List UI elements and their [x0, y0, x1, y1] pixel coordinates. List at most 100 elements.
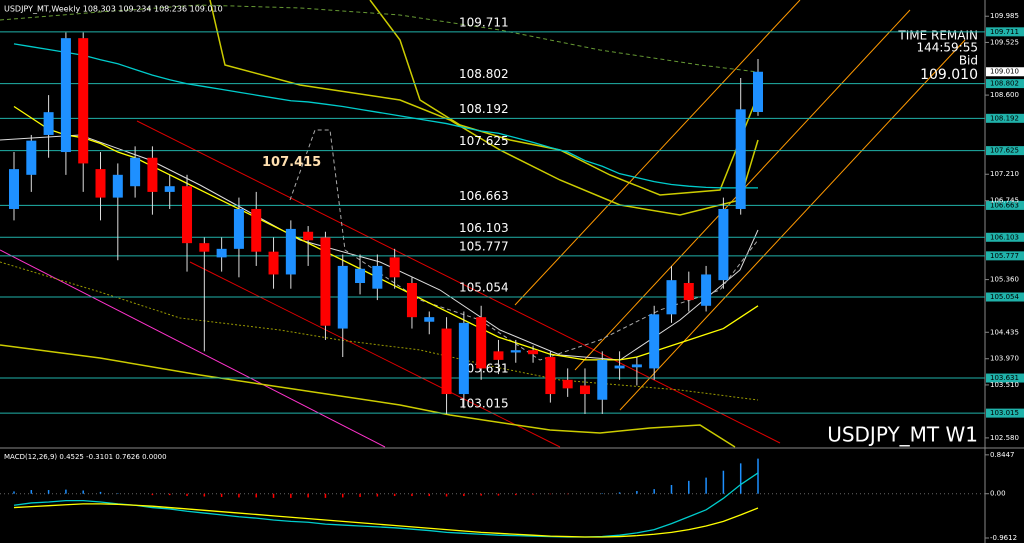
level-tag-label: 106.103 [990, 233, 1019, 241]
candle-body [649, 314, 660, 369]
candle-body [43, 112, 54, 135]
candle-body [216, 248, 227, 258]
level-tag [986, 292, 1024, 302]
level-label: 109.711 [459, 15, 509, 29]
candle-body [597, 359, 608, 400]
candle-body [95, 169, 106, 198]
band-line [0, 344, 736, 448]
level-label: 105.777 [459, 239, 509, 253]
y-tick-label: 0.8447 [990, 451, 1015, 459]
level-tag-label: 105.777 [990, 252, 1019, 260]
level-tag-label: 107.625 [990, 147, 1019, 155]
candle-body [182, 186, 193, 244]
level-tag [986, 408, 1024, 418]
channel-line [136, 120, 781, 444]
candle-body [268, 251, 279, 275]
level-tag [986, 232, 1024, 242]
candle-body [683, 283, 694, 301]
level-label: 105.054 [459, 281, 509, 295]
y-tick-label: 102.580 [990, 434, 1019, 442]
level-tag [986, 251, 1024, 261]
candle-body [372, 265, 383, 289]
y-tick-label: 103.970 [990, 355, 1019, 363]
candle-body [424, 317, 435, 322]
level-tag-label: 103.631 [990, 374, 1019, 382]
level-tag [986, 79, 1024, 89]
bid-value: 109.010 [920, 67, 978, 83]
level-tag-label: 105.054 [990, 293, 1019, 301]
candle-body [562, 379, 573, 389]
candle-body [406, 283, 417, 318]
channel-line [619, 39, 966, 411]
y-tick-label: 109.525 [990, 38, 1019, 46]
level-tag [986, 200, 1024, 210]
candle-body [251, 208, 262, 252]
bid-tag-label: 109.010 [990, 68, 1019, 76]
y-tick-label: 104.435 [990, 328, 1019, 336]
level-tag-label: 109.711 [990, 28, 1019, 36]
macd-title: MACD(12,26,9) 0.4525 -0.3101 0.7626 0.00… [4, 453, 167, 461]
candle-body [718, 208, 729, 281]
band-line [209, 0, 759, 216]
dashed-line [0, 4, 759, 73]
symbol-label: USDJPY_MT W1 [827, 423, 978, 447]
level-tag-label: 103.015 [990, 409, 1019, 417]
indicator-line [13, 503, 759, 538]
channel-line [189, 261, 561, 448]
level-tag [986, 146, 1024, 156]
candle-body [735, 109, 746, 209]
candle-body [666, 280, 677, 315]
candle-body [579, 385, 590, 395]
band-line [369, 0, 759, 196]
level-label: 107.625 [459, 134, 509, 148]
candle-body [320, 237, 331, 326]
candle-body [147, 157, 158, 192]
candle-body [631, 364, 642, 368]
candle-body [233, 208, 244, 249]
candle-body [510, 350, 521, 353]
candle-body [9, 169, 19, 209]
candle-body [476, 317, 487, 369]
candle-body [545, 357, 556, 395]
trend-line [0, 249, 386, 448]
candle-body [199, 243, 210, 252]
level-label: 106.663 [459, 189, 509, 203]
candle-body [130, 157, 141, 187]
header: USDJPY_MT,Weekly 108.303 109.234 108.236… [4, 5, 223, 14]
time-remain: 144:59:55 [916, 41, 978, 55]
candle-body [458, 322, 469, 395]
peak-label: 107.415 [262, 155, 321, 170]
y-tick-label: 103.510 [990, 381, 1019, 389]
indicator-line [13, 43, 758, 189]
candle-body [337, 265, 348, 329]
candle-body [285, 228, 296, 275]
y-tick-label: 106.745 [990, 197, 1019, 205]
candle-body [753, 71, 763, 113]
bid-tag [986, 67, 1024, 77]
candle-body [26, 140, 37, 175]
channel-line [514, 0, 801, 306]
bid-label: Bid [959, 54, 978, 68]
candle-body [389, 257, 400, 278]
level-label: 108.192 [459, 102, 509, 116]
y-tick-label: 109.985 [990, 12, 1019, 20]
candle-body [303, 231, 314, 241]
y-tick-label: 105.360 [990, 276, 1019, 284]
candle-body [701, 274, 712, 306]
candle-body [614, 365, 625, 369]
band-line [0, 261, 759, 401]
level-tag-label: 106.663 [990, 201, 1019, 209]
candle-body [78, 38, 89, 164]
candle-body [355, 268, 366, 284]
level-label: 108.802 [459, 67, 509, 81]
candle-body [528, 350, 539, 355]
candle-body [164, 186, 175, 192]
y-tick-label: 108.600 [990, 91, 1019, 99]
dashed-line [289, 129, 759, 361]
level-label: 106.103 [459, 221, 509, 235]
candle-body [441, 328, 452, 395]
candle-body [112, 174, 123, 198]
level-tag-label: 108.192 [990, 114, 1019, 122]
